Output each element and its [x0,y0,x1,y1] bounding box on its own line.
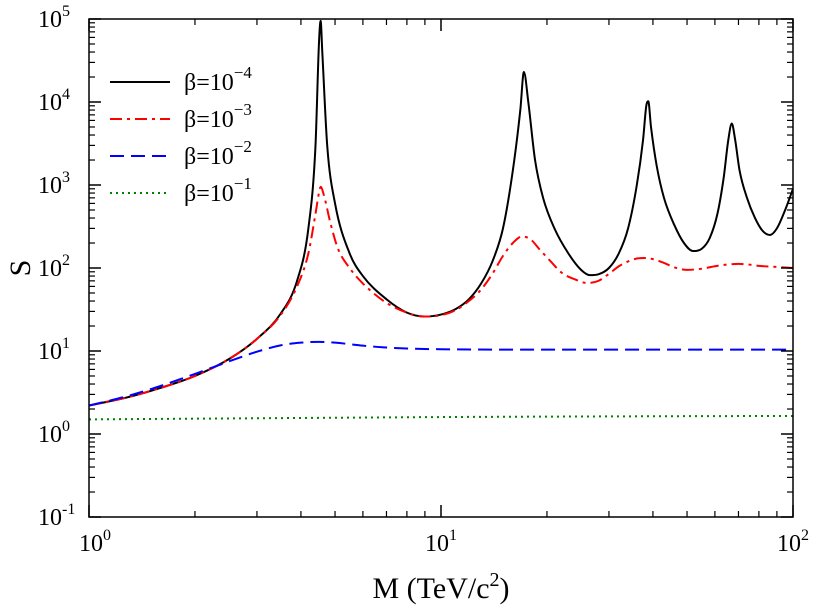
legend-label-3: β=10−2 [184,137,252,170]
y-tick-label: 105 [38,3,70,33]
y-axis-title: S [4,260,37,277]
legend-label-4: β=10−1 [184,174,252,207]
legend-label-1: β=10−4 [184,63,252,96]
y-tick-label: 10-1 [38,501,75,531]
y-tick-label: 104 [38,86,70,116]
x-tick-label: 101 [425,527,457,557]
x-tick-label: 102 [777,527,809,557]
series-line-3 [89,340,793,407]
y-tick-label: 102 [38,252,70,282]
series-line-2 [89,185,793,407]
series-line-4 [89,414,793,421]
legend: β=10−4 β=10−3 β=10−2 β=10−1 [110,63,252,207]
y-tick-label: 103 [38,169,70,199]
x-axis-title: M (TeV/c2) [372,569,509,605]
series-layer [89,19,793,421]
y-tick-label: 101 [38,335,70,365]
x-tick-label: 100 [79,527,111,557]
series-line-1 [89,19,793,407]
legend-label-2: β=10−3 [184,100,252,133]
y-tick-label: 100 [38,418,70,448]
